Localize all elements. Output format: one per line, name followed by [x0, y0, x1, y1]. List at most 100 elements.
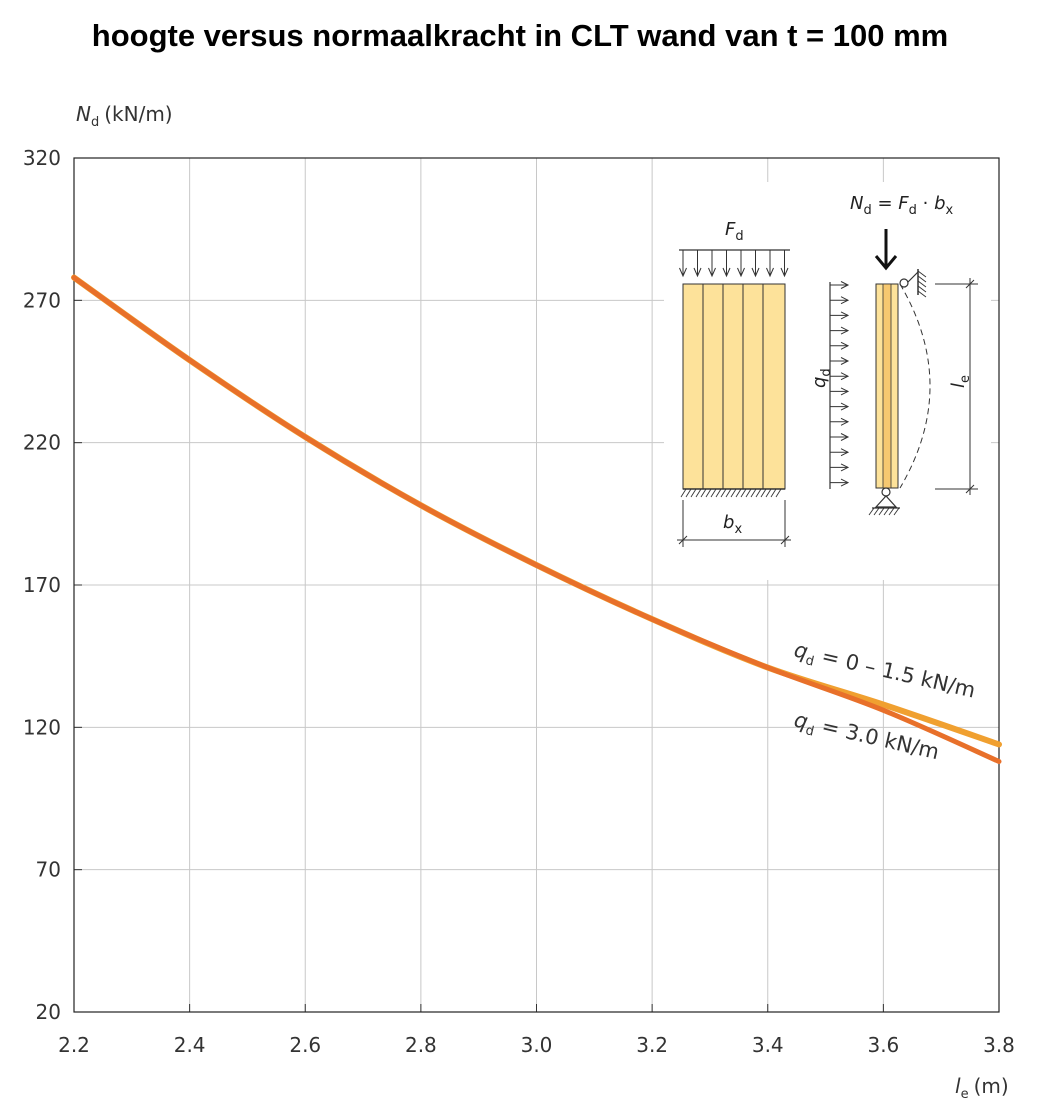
lateral-arrowhead — [840, 296, 850, 305]
plot-frame — [73, 157, 1000, 1013]
x-tick-label: 2.8 — [405, 1033, 437, 1057]
hatch-line — [917, 280, 927, 288]
top-support-hinge — [899, 278, 909, 288]
bottom-support-triangle — [874, 495, 898, 508]
hatch-line — [893, 507, 900, 516]
series-group — [71, 274, 1002, 764]
lateral-arrowhead — [840, 341, 850, 350]
hatch-line — [917, 275, 927, 283]
x-tick-labels: 2.2 2.4 2.6 2.8 3.0 3.2 3.4 3.6 3.8 — [58, 1033, 1015, 1057]
lateral-arrowhead — [840, 417, 850, 426]
dim-slash — [965, 279, 975, 289]
y-tick-label: 20 — [36, 1000, 61, 1024]
width-label: bx — [723, 512, 742, 537]
y-tick-label: 170 — [23, 573, 61, 597]
y-axis-subscript: d — [91, 115, 99, 130]
lateral-arrowhead — [840, 402, 850, 411]
normal-force-formula: Nd = Fd · bx — [850, 193, 954, 218]
hatch-line — [917, 270, 927, 278]
y-tick-label: 70 — [36, 858, 61, 882]
hatch-line — [705, 488, 712, 498]
x-axis-symbol: l — [955, 1074, 961, 1098]
length-label: le — [948, 375, 973, 388]
lateral-arrowhead — [840, 357, 850, 365]
x-tick-label: 3.0 — [521, 1033, 553, 1057]
y-tick-labels: 20 70 120 170 220 270 320 — [23, 146, 61, 1024]
hatch-line — [750, 488, 757, 498]
x-axis-unit: (m) — [974, 1074, 1009, 1098]
y-tick-label: 220 — [23, 431, 61, 455]
hatch-line — [710, 488, 717, 498]
lateral-arrowhead — [840, 478, 850, 487]
x-axis-label: le (m) — [955, 1074, 1009, 1102]
lateral-load-label: qd — [809, 368, 834, 388]
x-tick-label: 3.4 — [752, 1033, 784, 1057]
load-label: Fd — [725, 219, 744, 244]
hatch-line — [917, 285, 927, 293]
lateral-arrowhead — [840, 326, 850, 335]
base-hatch — [680, 488, 782, 498]
bottom-support-hatch — [868, 507, 900, 516]
hatch-line — [735, 488, 742, 498]
load-arrowhead — [708, 267, 716, 278]
load-arrowhead — [722, 267, 731, 278]
lateral-arrowhead — [840, 448, 850, 457]
top-support-hatch — [917, 270, 927, 298]
hatch-line — [755, 488, 762, 498]
x-tick-label: 3.2 — [636, 1033, 668, 1057]
hatch-line — [685, 488, 692, 498]
hatch-line — [868, 507, 875, 516]
hatch-line — [730, 488, 737, 498]
hatch-line — [765, 488, 772, 498]
lateral-arrowhead — [840, 311, 850, 320]
load-diagram: Fd bx qd — [664, 182, 991, 580]
distributed-load-arrows — [679, 250, 789, 278]
load-arrowhead — [766, 267, 774, 278]
hatch-line — [715, 488, 722, 498]
hatch-line — [680, 488, 687, 498]
load-arrowhead — [679, 267, 687, 278]
hatch-line — [888, 507, 895, 516]
y-axis-label: Nd (kN/m) — [76, 102, 173, 130]
y-axis-unit: (kN/m) — [104, 102, 172, 126]
y-axis-symbol: N — [76, 102, 91, 126]
lateral-arrowhead — [840, 281, 850, 289]
hatch-line — [725, 488, 732, 498]
hatch-line — [775, 488, 782, 498]
hatch-line — [745, 488, 752, 498]
lateral-arrowhead — [840, 387, 850, 396]
annotation-series-1: qd = 0 – 1.5 kN/m — [791, 637, 978, 706]
x-axis-subscript: e — [961, 1087, 969, 1102]
clt-panel — [682, 283, 786, 490]
x-tick-label: 2.2 — [58, 1033, 90, 1057]
hatch-line — [695, 488, 702, 498]
y-tick-label: 120 — [23, 715, 61, 739]
load-arrowhead — [737, 267, 745, 278]
dim-slash — [780, 535, 790, 545]
page-title: hoogte versus normaalkracht in CLT wand … — [91, 18, 949, 53]
load-arrowhead — [751, 267, 760, 278]
dim-slash — [678, 535, 688, 545]
bottom-support-hinge — [881, 487, 891, 497]
lateral-load-arrows — [830, 281, 850, 487]
normal-force-arrowhead — [874, 255, 898, 271]
x-tick-label: 3.6 — [867, 1033, 899, 1057]
axes — [73, 157, 1000, 1013]
hatch-line — [740, 488, 747, 498]
lateral-arrowhead — [840, 372, 850, 381]
hatch-line — [917, 290, 927, 298]
x-tick-label: 3.8 — [983, 1033, 1015, 1057]
hatch-line — [720, 488, 727, 498]
load-arrowhead — [693, 267, 702, 278]
x-tick-label: 2.6 — [289, 1033, 321, 1057]
lateral-arrowhead — [840, 433, 850, 441]
top-support-link — [907, 271, 919, 283]
y-tick-label: 270 — [23, 288, 61, 312]
y-tick-label: 320 — [23, 146, 61, 170]
hatch-line — [700, 488, 707, 498]
wall-section-core — [882, 283, 892, 489]
hatch-line — [770, 488, 777, 498]
dim-slash — [965, 484, 975, 494]
hatch-line — [873, 507, 880, 516]
